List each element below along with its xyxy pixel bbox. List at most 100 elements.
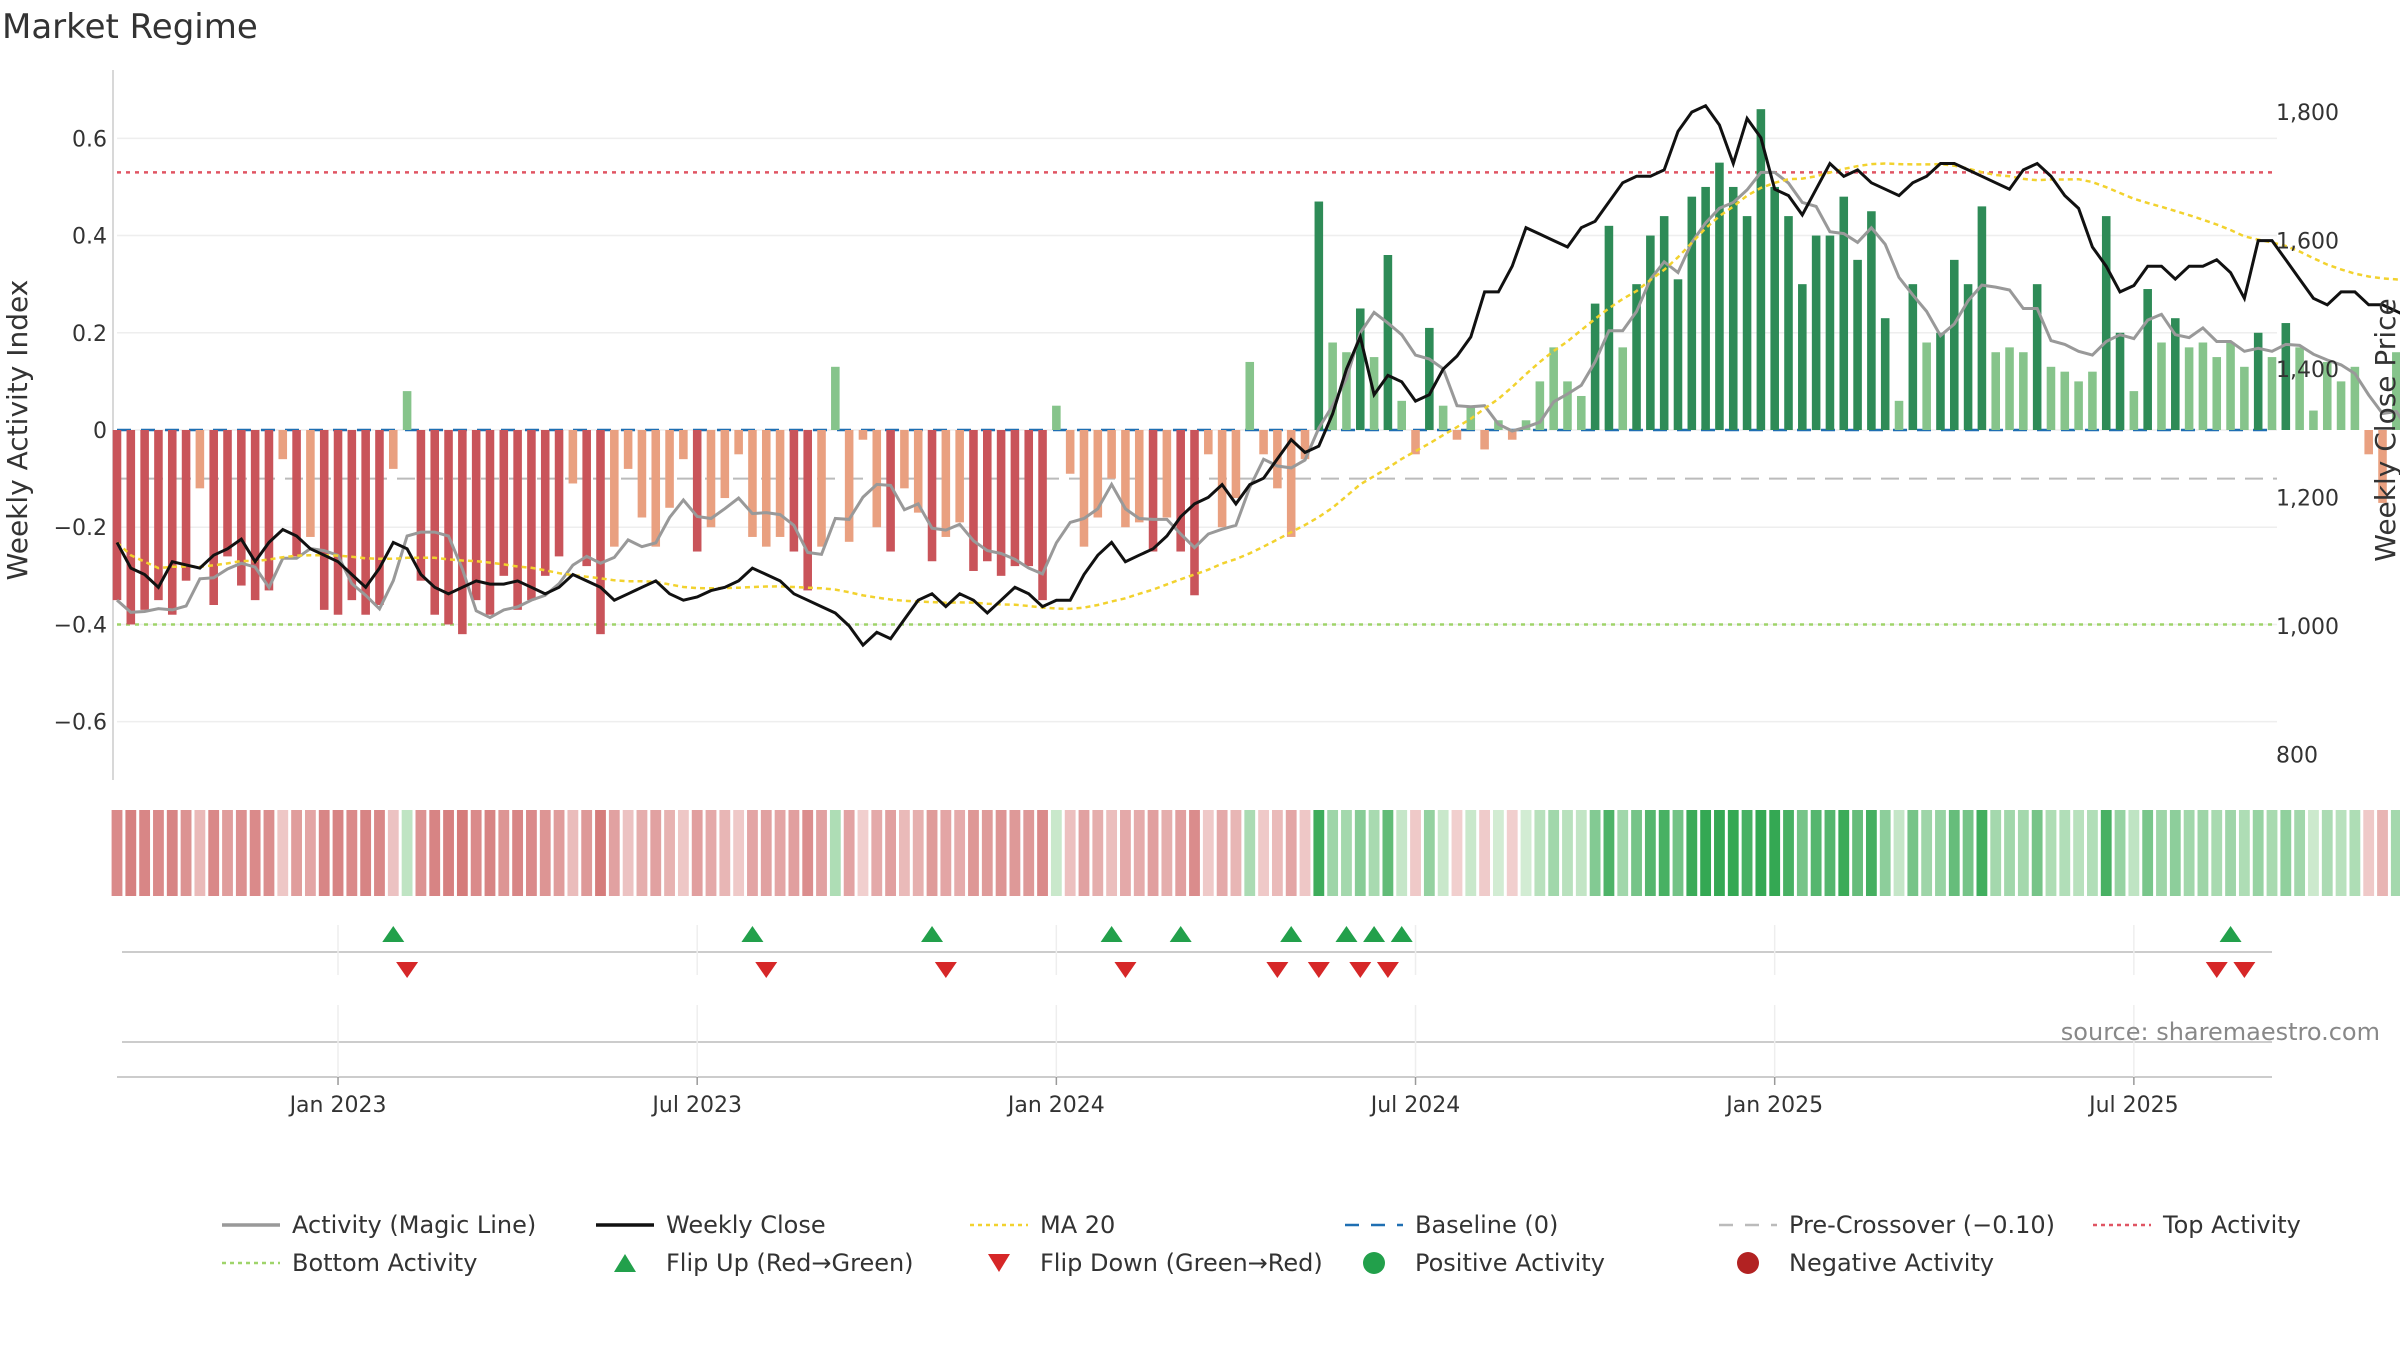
activity-bar xyxy=(2019,352,2028,430)
activity-bar xyxy=(416,430,426,581)
flip-up-marker xyxy=(1363,926,1386,942)
heat-cell xyxy=(1548,810,1560,896)
activity-bar xyxy=(112,430,122,601)
heat-cell xyxy=(2031,810,2043,896)
legend-item: Top Activity xyxy=(2093,1211,2301,1239)
activity-bar xyxy=(1590,303,1600,430)
activity-bar xyxy=(789,430,799,552)
activity-bar xyxy=(2240,366,2249,430)
flip-down-marker xyxy=(1307,962,1330,978)
heat-cell xyxy=(1050,810,1062,896)
activity-bar xyxy=(1604,225,1614,430)
activity-bar xyxy=(237,430,246,586)
activity-bar xyxy=(1231,430,1241,499)
activity-bar xyxy=(2281,323,2291,430)
legend-item: Bottom Activity xyxy=(222,1249,477,1277)
activity-bar xyxy=(2005,347,2014,430)
heat-cell xyxy=(1796,810,1808,896)
legend-label: Bottom Activity xyxy=(292,1249,477,1277)
activity-bar xyxy=(1355,308,1365,430)
heat-cell xyxy=(498,810,510,896)
left-tick-label: −0.6 xyxy=(54,711,107,736)
heat-cell xyxy=(1368,810,1380,896)
heat-cell xyxy=(553,810,565,896)
left-tick-label: 0.6 xyxy=(72,127,107,152)
heat-cell xyxy=(1658,810,1670,896)
activity-bar xyxy=(1314,201,1324,430)
activity-bar xyxy=(1908,284,1918,430)
heat-cell xyxy=(1631,810,1642,896)
heat-cell xyxy=(1907,810,1919,896)
activity-bar xyxy=(1065,430,1075,474)
activity-bar xyxy=(195,430,205,489)
heat-cell xyxy=(139,810,151,896)
activity-bar xyxy=(1991,352,2001,430)
legend-label: Activity (Magic Line) xyxy=(292,1211,536,1239)
flip-up-marker xyxy=(1169,926,1192,942)
heat-cell xyxy=(871,810,883,896)
legend-label: Flip Down (Green→Red) xyxy=(1040,1249,1323,1277)
activity-bar xyxy=(1162,430,1172,518)
activity-bar xyxy=(2378,430,2387,503)
activity-bar xyxy=(1673,279,1683,430)
activity-bar xyxy=(720,430,730,499)
activity-bar xyxy=(1715,162,1724,430)
activity-bar xyxy=(2074,381,2083,430)
heat-cell xyxy=(1700,810,1712,896)
activity-bar xyxy=(1052,405,1061,430)
heat-cell xyxy=(1575,810,1587,896)
activity-bar xyxy=(761,430,771,547)
flip-down-marker xyxy=(2233,962,2256,978)
x-axis-ticks: Jan 2023 Jul 2023 Jan 2024 Jul 2024 Jan 2025… xyxy=(288,925,2179,1118)
activity-bar xyxy=(1646,235,1655,430)
left-tick-label: 0.2 xyxy=(72,322,107,347)
heat-cell xyxy=(1686,810,1698,896)
activity-bar xyxy=(872,430,882,528)
flip-up-marker xyxy=(1280,926,1303,942)
heat-cell xyxy=(1838,810,1850,896)
activity-bar xyxy=(1798,284,1807,430)
heat-cell xyxy=(304,810,316,896)
legend-label: Flip Up (Red→Green) xyxy=(666,1249,914,1277)
activity-bar xyxy=(1079,430,1089,547)
activity-bar xyxy=(706,430,716,528)
heat-cell xyxy=(912,810,924,896)
legend-swatch xyxy=(1737,1252,1759,1274)
activity-bar xyxy=(1577,395,1586,430)
right-tick-label: 1,000 xyxy=(2276,615,2339,640)
heat-cell xyxy=(1202,810,1214,896)
activity-bar xyxy=(181,430,191,581)
activity-bar xyxy=(2157,342,2166,430)
heat-cell xyxy=(1520,810,1532,896)
heat-cell xyxy=(346,810,358,896)
activity-bar xyxy=(1286,430,1296,537)
heat-cell xyxy=(2045,810,2057,896)
activity-bar xyxy=(2309,410,2318,430)
x-tick-label: Jan 2024 xyxy=(1006,1093,1105,1118)
activity-bar xyxy=(1093,430,1103,518)
activity-bar xyxy=(1176,430,1185,552)
activity-bar xyxy=(637,430,647,518)
activity-bar xyxy=(1880,318,1890,430)
activity-bar xyxy=(1770,186,1779,430)
activity-bar xyxy=(2115,332,2125,430)
activity-bar xyxy=(1563,381,1572,430)
activity-bar xyxy=(2226,342,2235,430)
activity-bar xyxy=(1342,352,1351,430)
x-tick-label: Jul 2023 xyxy=(650,1093,742,1118)
activity-bar xyxy=(817,430,826,547)
heat-cell xyxy=(2100,810,2112,896)
flip-down-marker xyxy=(1266,962,1289,978)
heat-cell xyxy=(512,810,524,896)
activity-bar xyxy=(154,430,163,601)
heat-cell xyxy=(1230,810,1242,896)
activity-bar xyxy=(250,430,260,601)
activity-bar xyxy=(2143,289,2152,430)
heat-cell xyxy=(1465,810,1477,896)
heat-cell xyxy=(1189,810,1200,896)
activity-bar xyxy=(1853,259,1862,430)
magic-line xyxy=(116,170,2400,620)
left-tick-label: −0.4 xyxy=(54,613,107,638)
activity-bar xyxy=(458,430,467,635)
activity-bar xyxy=(2322,361,2332,430)
